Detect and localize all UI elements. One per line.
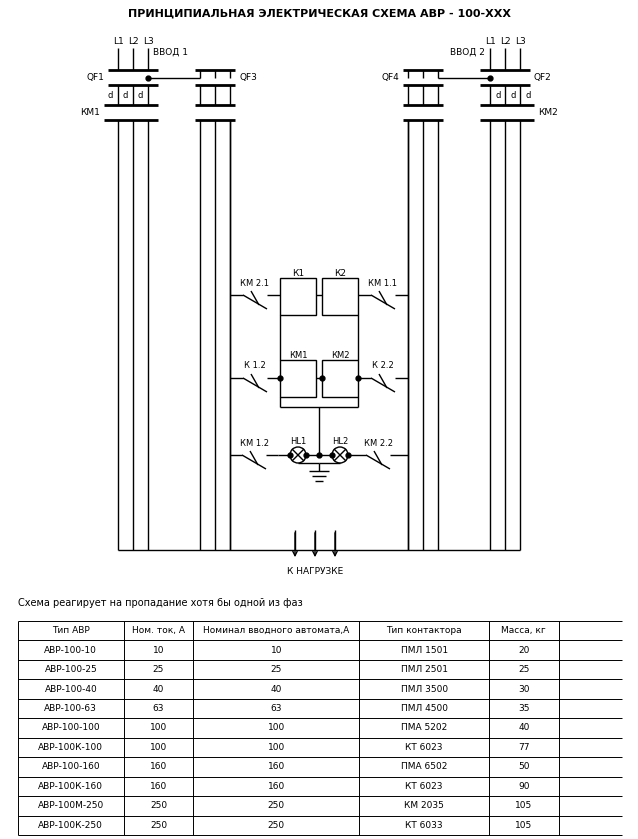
Text: 35: 35 <box>518 704 530 713</box>
Text: ВВОД 2: ВВОД 2 <box>450 48 485 56</box>
Text: 160: 160 <box>267 782 285 791</box>
Text: КМ 1.2: КМ 1.2 <box>239 439 269 447</box>
Text: 63: 63 <box>271 704 282 713</box>
Text: АВР-100-25: АВР-100-25 <box>45 665 97 674</box>
Text: 160: 160 <box>267 763 285 771</box>
Text: 250: 250 <box>150 821 167 830</box>
Text: ВВОД 1: ВВОД 1 <box>153 48 188 56</box>
Text: 40: 40 <box>518 723 530 732</box>
Text: d: d <box>525 91 531 100</box>
Text: К2: К2 <box>334 268 346 278</box>
Text: Тип контактора: Тип контактора <box>387 626 462 635</box>
Text: 77: 77 <box>518 743 530 752</box>
Text: АВР-100-100: АВР-100-100 <box>41 723 100 732</box>
Text: АВР-100-40: АВР-100-40 <box>45 685 97 694</box>
Text: ПМЛ 3500: ПМЛ 3500 <box>401 685 448 694</box>
Text: 40: 40 <box>152 685 164 694</box>
Text: КТ 6023: КТ 6023 <box>405 782 443 791</box>
Text: К1: К1 <box>292 268 304 278</box>
Text: АВР-100К-160: АВР-100К-160 <box>38 782 103 791</box>
Text: 25: 25 <box>152 665 164 674</box>
Text: К НАГРУЗКЕ: К НАГРУЗКЕ <box>287 567 343 576</box>
Text: Ном. ток, А: Ном. ток, А <box>132 626 185 635</box>
Text: АВР-100-160: АВР-100-160 <box>41 763 100 771</box>
Text: КТ 6033: КТ 6033 <box>405 821 443 830</box>
Text: 105: 105 <box>516 801 533 810</box>
Text: КМ 1.1: КМ 1.1 <box>369 279 397 288</box>
Text: L3: L3 <box>143 38 153 46</box>
Text: 100: 100 <box>150 723 167 732</box>
Text: QF4: QF4 <box>382 73 399 82</box>
Text: КТ 6023: КТ 6023 <box>405 743 443 752</box>
Text: 63: 63 <box>152 704 164 713</box>
Text: АВР-100-63: АВР-100-63 <box>45 704 97 713</box>
Text: КМ2: КМ2 <box>538 108 558 117</box>
Text: Тип АВР: Тип АВР <box>52 626 90 635</box>
Text: 40: 40 <box>271 685 282 694</box>
Text: КМ1: КМ1 <box>289 351 308 359</box>
Text: АВР-100К-250: АВР-100К-250 <box>38 821 103 830</box>
Text: КМ2: КМ2 <box>330 351 349 359</box>
Text: 25: 25 <box>518 665 530 674</box>
Text: 105: 105 <box>516 821 533 830</box>
Text: d: d <box>137 91 143 100</box>
Text: QF1: QF1 <box>86 73 104 82</box>
Text: КМ 2035: КМ 2035 <box>404 801 444 810</box>
Text: 10: 10 <box>271 646 282 654</box>
Text: КМ1: КМ1 <box>80 108 100 117</box>
Text: 10: 10 <box>152 646 164 654</box>
Text: 160: 160 <box>150 782 167 791</box>
Text: L2: L2 <box>500 38 510 46</box>
Text: КМ 2.2: КМ 2.2 <box>364 439 392 447</box>
Text: 250: 250 <box>268 801 285 810</box>
Text: ПРИНЦИПИАЛЬНАЯ ЭЛЕКТРИЧЕСКАЯ СХЕМА АВР - 100-ХХХ: ПРИНЦИПИАЛЬНАЯ ЭЛЕКТРИЧЕСКАЯ СХЕМА АВР -… <box>128 9 510 19</box>
Text: Схема реагирует на пропадание хотя бы одной из фаз: Схема реагирует на пропадание хотя бы од… <box>18 598 303 608</box>
Text: К 1.2: К 1.2 <box>244 362 266 371</box>
Text: 250: 250 <box>268 821 285 830</box>
Text: 20: 20 <box>518 646 530 654</box>
Text: 160: 160 <box>150 763 167 771</box>
Bar <box>322 278 358 315</box>
Text: 50: 50 <box>518 763 530 771</box>
Text: АВР-100-10: АВР-100-10 <box>45 646 97 654</box>
Bar <box>280 360 316 397</box>
Text: L2: L2 <box>128 38 138 46</box>
Text: d: d <box>107 91 113 100</box>
Text: Масса, кг: Масса, кг <box>501 626 546 635</box>
Bar <box>280 278 316 315</box>
Text: ПМЛ 1501: ПМЛ 1501 <box>401 646 448 654</box>
Text: 25: 25 <box>271 665 282 674</box>
Text: 100: 100 <box>267 743 285 752</box>
Text: 30: 30 <box>518 685 530 694</box>
Text: 90: 90 <box>518 782 530 791</box>
Bar <box>322 360 358 397</box>
Text: ПМА 6502: ПМА 6502 <box>401 763 447 771</box>
Text: HL1: HL1 <box>290 436 306 446</box>
Text: 250: 250 <box>150 801 167 810</box>
Text: ПМЛ 2501: ПМЛ 2501 <box>401 665 448 674</box>
Text: L1: L1 <box>113 38 123 46</box>
Text: QF3: QF3 <box>239 73 257 82</box>
Text: d: d <box>122 91 128 100</box>
Text: QF2: QF2 <box>534 73 552 82</box>
Text: 100: 100 <box>267 723 285 732</box>
Text: АВР-100М-250: АВР-100М-250 <box>38 801 104 810</box>
Text: К 2.2: К 2.2 <box>372 362 394 371</box>
Text: КМ 2.1: КМ 2.1 <box>241 279 269 288</box>
Text: L1: L1 <box>485 38 495 46</box>
Text: d: d <box>510 91 516 100</box>
Text: L3: L3 <box>515 38 525 46</box>
Text: 100: 100 <box>150 743 167 752</box>
Text: ПМА 5202: ПМА 5202 <box>401 723 447 732</box>
Text: ПМЛ 4500: ПМЛ 4500 <box>401 704 448 713</box>
Text: Номинал вводного автомата,А: Номинал вводного автомата,А <box>203 626 350 635</box>
Text: d: d <box>495 91 501 100</box>
Text: HL2: HL2 <box>332 436 348 446</box>
Text: АВР-100К-100: АВР-100К-100 <box>38 743 103 752</box>
